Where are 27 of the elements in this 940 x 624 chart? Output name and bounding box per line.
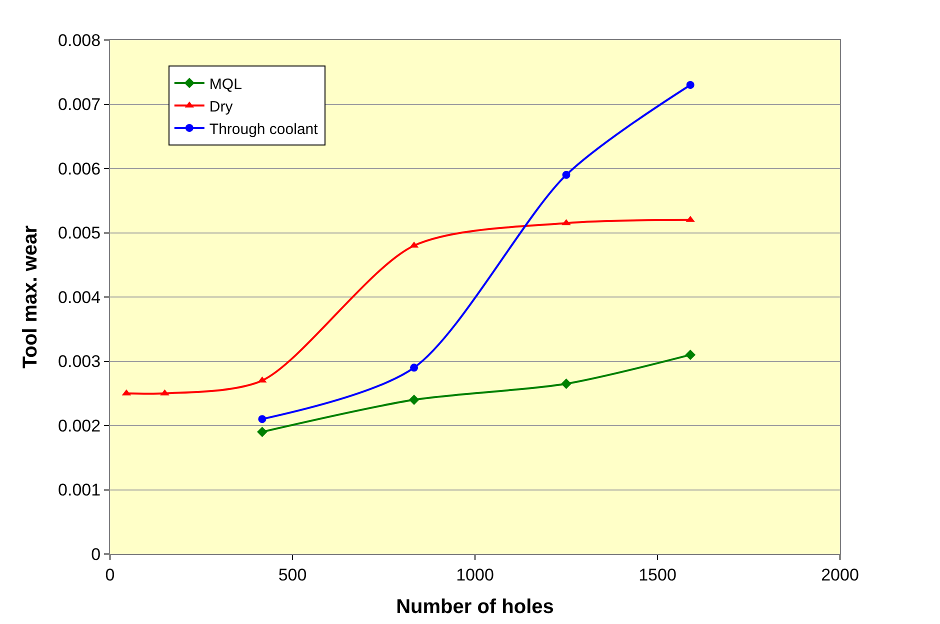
y-tick-label: 0.007 xyxy=(58,95,101,114)
point xyxy=(258,415,266,424)
x-tick-label: 1500 xyxy=(638,565,676,584)
y-tick-label: 0.001 xyxy=(58,480,101,500)
x-tick-label: 1000 xyxy=(456,565,494,584)
point xyxy=(561,378,572,389)
point xyxy=(410,364,418,372)
x-tick-label: 500 xyxy=(278,565,307,584)
legend-label: Dry xyxy=(209,98,234,116)
y-tick-label: 0.008 xyxy=(58,30,101,50)
point xyxy=(686,80,694,89)
y-axis-title: Tool max. wear xyxy=(20,225,42,369)
point xyxy=(408,394,420,405)
x-tick-label: 2000 xyxy=(821,565,859,584)
x-axis-title: Number of holes xyxy=(396,596,554,618)
y-tick-label: 0.002 xyxy=(58,416,101,436)
point xyxy=(685,350,696,360)
y-tick-label: 0.005 xyxy=(58,224,101,243)
legend-label: Through coolant xyxy=(209,120,319,138)
y-tick-label: 0 xyxy=(91,544,101,564)
y-tick-label: 0.006 xyxy=(58,159,101,178)
x-tick-label: 0 xyxy=(105,565,115,584)
point xyxy=(257,426,268,438)
y-tick-label: 0.004 xyxy=(58,288,101,307)
point xyxy=(562,170,570,179)
legend-label: MQL xyxy=(209,76,242,93)
y-tick-label: 0.003 xyxy=(58,352,101,372)
